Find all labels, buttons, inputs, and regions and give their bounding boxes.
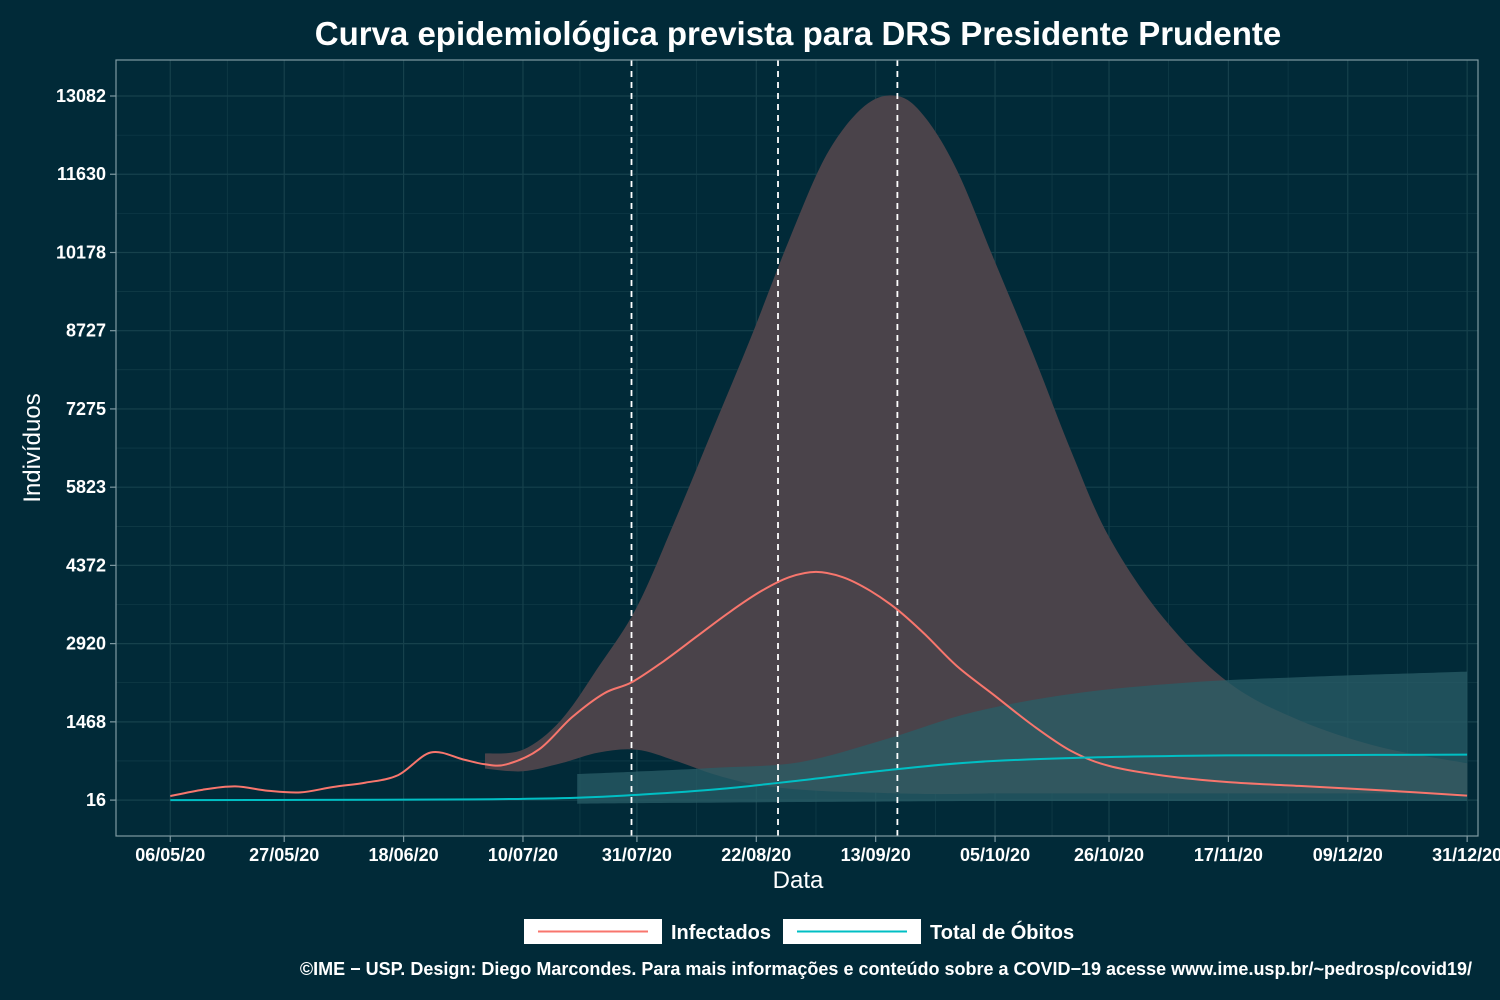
legend-item-infectados[interactable]: Infectados bbox=[524, 919, 771, 944]
series-line-infectados bbox=[170, 570, 1468, 798]
series-lines bbox=[170, 570, 1468, 802]
plot-frame bbox=[115, 59, 1479, 837]
y-tick-label: 5823 bbox=[66, 477, 106, 497]
y-tick-label: 2920 bbox=[66, 634, 106, 654]
legend-label-obitos: Total de Óbitos bbox=[930, 920, 1074, 944]
confidence-band-infectados bbox=[485, 95, 1468, 795]
y-axis-title: Indivíduos bbox=[19, 393, 46, 502]
x-tick-label: 22/08/20 bbox=[721, 845, 791, 865]
x-tick-label: 13/09/20 bbox=[841, 845, 911, 865]
x-tick-label: 17/11/20 bbox=[1194, 845, 1263, 865]
y-tick-label: 11630 bbox=[57, 164, 106, 184]
y-tick-label: 13082 bbox=[56, 86, 106, 106]
confidence-band-total-de-obitos bbox=[577, 671, 1468, 804]
reference-lines bbox=[630, 60, 899, 836]
x-tick-label: 09/12/20 bbox=[1313, 845, 1383, 865]
legend-item-obitos[interactable]: Total de Óbitos bbox=[783, 919, 1074, 944]
x-tick-label: 27/05/20 bbox=[249, 845, 319, 865]
series-line-total-de-obitos bbox=[170, 753, 1468, 802]
y-tick-label: 16 bbox=[86, 790, 106, 810]
x-axis-ticks: 06/05/20 27/05/20 18/06/20 10/07/20 31/07/20… bbox=[135, 836, 1500, 865]
legend-label-infectados: Infectados bbox=[671, 922, 771, 944]
chart-title: Curva epidemiológica prevista para DRS P… bbox=[315, 15, 1281, 52]
x-tick-label: 18/06/20 bbox=[369, 845, 439, 865]
x-tick-label: 05/10/20 bbox=[960, 845, 1030, 865]
confidence-bands bbox=[485, 95, 1468, 804]
y-tick-label: 7275 bbox=[66, 399, 106, 419]
legend: Infectados Total de Óbitos bbox=[524, 919, 1074, 944]
x-tick-label: 31/07/20 bbox=[602, 845, 672, 865]
x-tick-label: 31/12/20 bbox=[1432, 845, 1500, 865]
x-tick-label: 10/07/20 bbox=[488, 845, 558, 865]
caption: ©IME − USP. Design: Diego Marcondes. Par… bbox=[300, 959, 1472, 979]
y-tick-label: 8727 bbox=[66, 321, 106, 341]
x-tick-label: 06/05/20 bbox=[135, 845, 205, 865]
y-tick-label: 1468 bbox=[66, 712, 106, 732]
y-tick-label: 10178 bbox=[56, 242, 106, 262]
y-tick-label: 4372 bbox=[66, 555, 106, 575]
y-axis-ticks: 16 1468 2920 4372 5823 7275 8727 10178 11630 1308… bbox=[56, 86, 116, 810]
x-axis-title: Data bbox=[773, 867, 824, 894]
x-tick-label: 26/10/20 bbox=[1074, 845, 1144, 865]
